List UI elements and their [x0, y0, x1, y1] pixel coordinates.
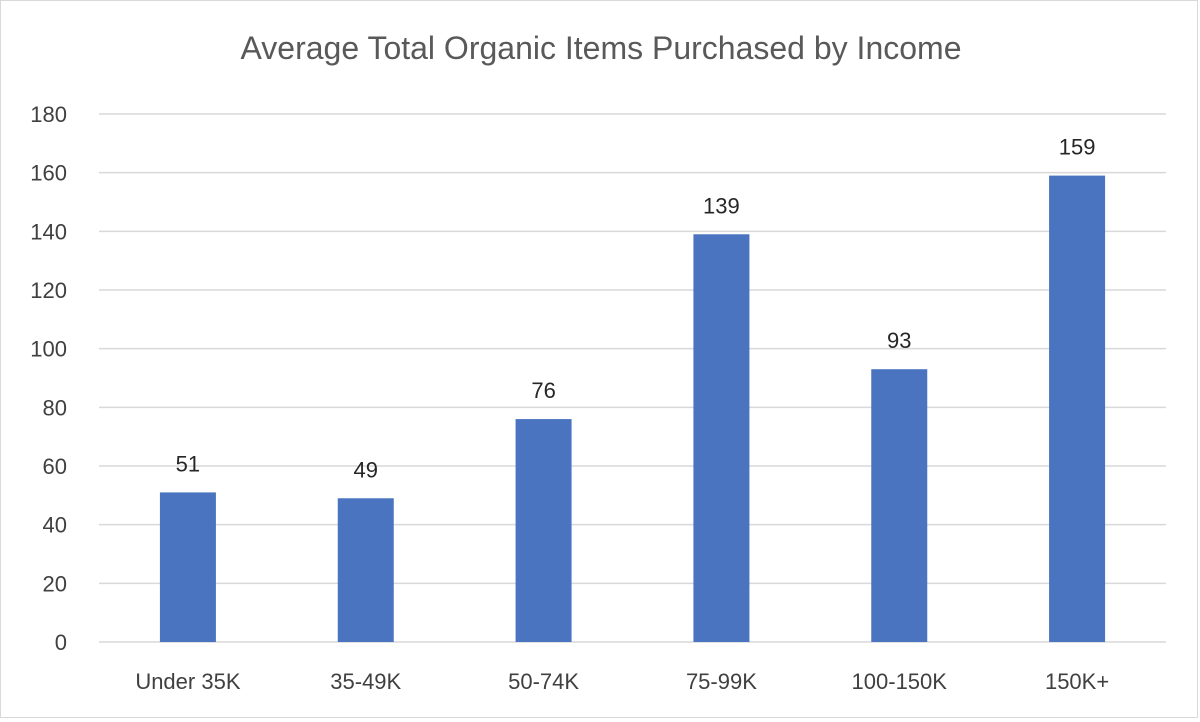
- bars: [159, 175, 1106, 642]
- bar: [1049, 175, 1106, 642]
- y-tick-label: 0: [55, 630, 67, 655]
- y-tick-label: 60: [43, 454, 67, 479]
- data-label: 139: [703, 193, 740, 218]
- data-label: 51: [176, 451, 200, 476]
- data-label: 76: [531, 378, 555, 403]
- y-tick-label: 180: [30, 102, 67, 127]
- x-category-label: 150K+: [1045, 669, 1109, 694]
- y-tick-label: 160: [30, 161, 67, 186]
- x-category-label: 100-150K: [852, 669, 948, 694]
- data-label: 93: [887, 328, 911, 353]
- x-axis-category-labels: Under 35K 35-49K 50-74K 75-99K 100-150K 150K+: [135, 669, 1109, 694]
- y-tick-label: 140: [30, 219, 67, 244]
- chart-title: Average Total Organic Items Purchased by…: [241, 30, 962, 66]
- y-axis-tick-labels: 0 20 40 60 80 100 120 140 160 180: [30, 102, 67, 655]
- data-label: 49: [354, 457, 378, 482]
- y-tick-label: 20: [43, 571, 67, 596]
- gridlines: [99, 113, 1166, 643]
- y-tick-label: 120: [30, 278, 67, 303]
- bar: [515, 419, 572, 642]
- y-tick-label: 100: [30, 337, 67, 362]
- data-label: 159: [1059, 135, 1096, 160]
- x-category-label: 75-99K: [686, 669, 757, 694]
- bar: [693, 234, 750, 642]
- x-category-label: 50-74K: [508, 669, 579, 694]
- y-tick-label: 40: [43, 513, 67, 538]
- bar: [159, 492, 216, 642]
- bar: [337, 498, 394, 642]
- y-tick-label: 80: [43, 395, 67, 420]
- bar: [871, 369, 928, 642]
- x-category-label: Under 35K: [135, 669, 241, 694]
- x-category-label: 35-49K: [330, 669, 401, 694]
- data-labels: 51 49 76 139 93 159: [176, 135, 1096, 483]
